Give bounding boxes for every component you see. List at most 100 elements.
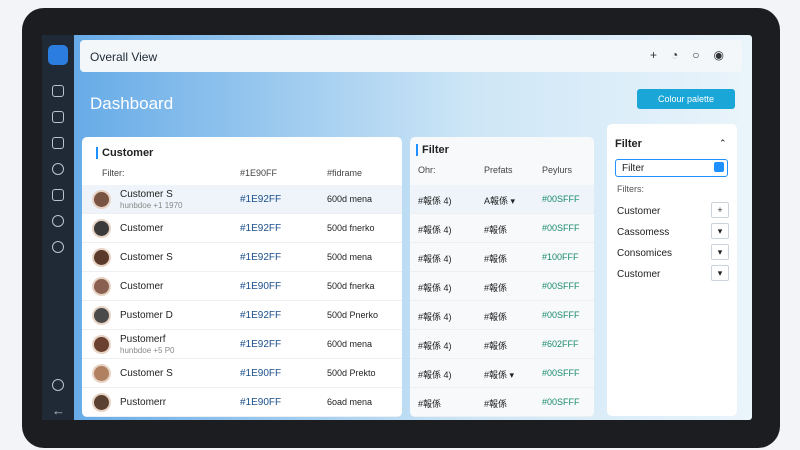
customer-subtext: hunbdoe +5 P0	[120, 346, 175, 355]
avatar	[92, 335, 111, 354]
nav-icon[interactable]	[52, 85, 64, 97]
column-header: #fidrame	[327, 168, 363, 178]
avatar	[92, 306, 111, 325]
filter-row[interactable]: #報係 #報係 #00SFFF	[410, 388, 594, 417]
avatar	[92, 219, 111, 238]
customer-subtext: hunbdoe +1 1970	[120, 201, 183, 210]
filter-cell: #報係	[484, 225, 508, 235]
filter-row[interactable]: #報係 4) #報係 ▾ #00SFFF	[410, 359, 594, 388]
customer-name: Pustomerf	[120, 334, 166, 345]
filter-cell: #報係 4)	[418, 312, 452, 322]
filter-item: Customer	[617, 269, 661, 280]
accent-bar	[96, 147, 98, 159]
filter-row[interactable]: #報係 4) #報係 #00SFFF	[410, 301, 594, 330]
filter-row[interactable]: #報係 4) #報係 #100FFF	[410, 243, 594, 272]
filter-select[interactable]: Filter	[615, 159, 728, 177]
filter-control[interactable]: ▾	[711, 223, 729, 239]
settings-icon[interactable]	[52, 379, 64, 391]
filter-cell: #00SFFF	[542, 223, 580, 233]
sidebar: ←	[42, 35, 74, 420]
panel-title: Customer	[102, 147, 154, 159]
filter-cell: #報係	[484, 312, 508, 322]
customer-row[interactable]: Customer #1E90FF 500d fnerka	[82, 272, 402, 301]
customer-code: #1E90FF	[240, 281, 282, 292]
colour-palette-button[interactable]: Colour palette	[637, 89, 735, 109]
customer-name: Pustomerr	[120, 397, 167, 408]
filter-row[interactable]: #報係 4) #報係 #00SFFF	[410, 214, 594, 243]
column-header: Peylurs	[542, 165, 573, 175]
nav-icon[interactable]	[52, 111, 64, 123]
filter-cell: #報係	[484, 254, 508, 264]
filter-cell: #報係	[418, 399, 442, 409]
avatar	[92, 277, 111, 296]
filter-cell: #報係	[484, 341, 508, 351]
filter-cell: #報係 ▾	[484, 370, 515, 380]
filter-row[interactable]: #報係 4) A報係 ▾ #00SFFF	[410, 185, 594, 214]
customer-text: 600d mena	[327, 194, 373, 204]
filter-cell: #報係 4)	[418, 283, 452, 293]
customer-name: Customer S	[120, 252, 173, 263]
filter-cell: #00SFFF	[542, 397, 580, 407]
customer-text: 500d fnerko	[327, 223, 375, 233]
customer-row[interactable]: Customer #1E92FF 500d fnerko	[82, 214, 402, 243]
filter-panel: Filter ⌃ Filter Filters: Customer + Cassom…	[607, 124, 737, 416]
customer-code: #1E92FF	[240, 194, 282, 205]
top-bar-title: Overall View	[90, 50, 158, 64]
column-header: Prefats	[484, 165, 513, 175]
customer-text: 500d Pnerko	[327, 310, 379, 320]
avatar	[92, 190, 111, 209]
filter-cell: #602FFF	[542, 339, 579, 349]
panel-title: Filter	[615, 138, 642, 150]
filter-item: Customer	[617, 206, 661, 217]
app-logo[interactable]	[48, 45, 68, 65]
filter-control[interactable]: ▾	[711, 265, 729, 281]
nav-icon[interactable]	[52, 241, 64, 253]
customer-name: Customer	[120, 223, 164, 234]
collapse-icon[interactable]: ⌃	[719, 138, 727, 148]
customer-text: 600d mena	[327, 339, 373, 349]
customer-name: Customer S	[120, 189, 173, 200]
filter-control[interactable]: ▾	[711, 244, 729, 260]
customer-row[interactable]: Customer S #1E92FF 500d mena	[82, 243, 402, 272]
filter-item: Consomices	[617, 248, 673, 259]
customer-name: Customer S	[120, 368, 173, 379]
filter-cell: #報係 4)	[418, 341, 452, 351]
filter-cell: #00SFFF	[542, 368, 580, 378]
customer-code: #1E92FF	[240, 252, 282, 263]
nav-icon[interactable]	[52, 189, 64, 201]
filter-row[interactable]: #報係 4) #報係 #00SFFF	[410, 272, 594, 301]
filter-cell: #報係 4)	[418, 254, 452, 264]
filter-row[interactable]: #報係 4) #報係 #602FFF	[410, 330, 594, 359]
filter-cell: #報係 4)	[418, 196, 452, 206]
filter-cell: #報係	[484, 283, 508, 293]
column-header: Ohr:	[418, 165, 436, 175]
customer-row[interactable]: Pustomerr #1E90FF 6oad mena	[82, 388, 402, 417]
dashboard-title: Dashboard	[90, 94, 174, 113]
customer-row[interactable]: Pustomer D #1E92FF 500d Pnerko	[82, 301, 402, 330]
nav-icon[interactable]	[52, 163, 64, 175]
filter-cell: #報係	[484, 399, 508, 409]
screen: ← Overall View +◔○◉ Dashboard Colour pal…	[42, 35, 752, 420]
filter-cell: #00SFFF	[542, 281, 580, 291]
customer-row[interactable]: Customer S #1E90FF 500d Prekto	[82, 359, 402, 388]
column-header: Filter:	[102, 168, 125, 178]
filter-cell: #100FFF	[542, 252, 579, 262]
filter-control[interactable]: +	[711, 202, 729, 218]
avatar	[92, 248, 111, 267]
customer-name: Customer	[120, 281, 164, 292]
customer-code: #1E90FF	[240, 368, 282, 379]
customer-code: #1E92FF	[240, 339, 282, 350]
customer-code: #1E90FF	[240, 397, 282, 408]
filter-cell: A報係 ▾	[484, 196, 516, 206]
toolbar-icons[interactable]: +◔○◉	[650, 48, 738, 62]
customer-row[interactable]: Pustomerf hunbdoe +5 P0 #1E92FF 600d mena	[82, 330, 402, 359]
column-header: #1E90FF	[240, 168, 278, 178]
checkbox[interactable]	[714, 162, 724, 172]
nav-icon[interactable]	[52, 137, 64, 149]
back-icon[interactable]: ←	[52, 403, 65, 418]
customer-code: #1E92FF	[240, 223, 282, 234]
avatar	[92, 393, 111, 412]
nav-icon[interactable]	[52, 215, 64, 227]
